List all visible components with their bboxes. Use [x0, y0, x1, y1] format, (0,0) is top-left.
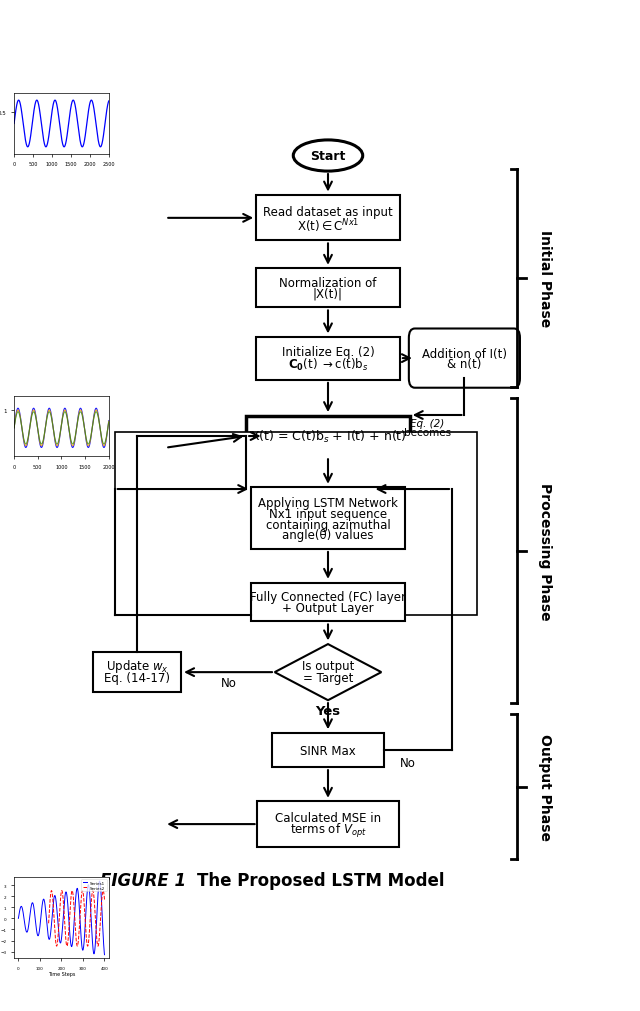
- Text: The Proposed LSTM Model: The Proposed LSTM Model: [196, 871, 444, 890]
- Bar: [256, 269, 400, 308]
- Text: X(t)$\in$C$^{Nx1}$: X(t)$\in$C$^{Nx1}$: [297, 216, 359, 235]
- Text: Calculated MSE in: Calculated MSE in: [275, 812, 381, 825]
- Text: SINR Max: SINR Max: [300, 744, 356, 757]
- Text: Normalization of: Normalization of: [279, 277, 377, 290]
- Text: becomes: becomes: [404, 428, 451, 438]
- Ellipse shape: [293, 141, 363, 172]
- Bar: [257, 802, 399, 847]
- Bar: [115, 433, 477, 616]
- X-axis label: Time Steps: Time Steps: [48, 972, 75, 977]
- Bar: [256, 196, 400, 242]
- Text: = Target: = Target: [303, 671, 353, 684]
- Text: + Output Layer: + Output Layer: [282, 602, 374, 615]
- Legend: Series1, Series2: Series1, Series2: [81, 880, 107, 891]
- Text: Addition of I(t): Addition of I(t): [422, 348, 507, 361]
- Text: & n(t): & n(t): [447, 358, 481, 371]
- Text: Eq. (2): Eq. (2): [410, 419, 444, 429]
- Text: Initialize Eq. (2): Initialize Eq. (2): [282, 346, 374, 359]
- Text: Processing Phase: Processing Phase: [538, 482, 552, 620]
- Bar: [272, 734, 384, 767]
- Text: angle(θ) values: angle(θ) values: [282, 529, 374, 542]
- Text: Start: Start: [310, 150, 346, 163]
- Text: Update $w_x$: Update $w_x$: [106, 658, 168, 674]
- Text: FIGURE 1: FIGURE 1: [100, 871, 186, 890]
- Bar: [251, 583, 405, 622]
- Bar: [93, 652, 181, 693]
- Text: Yes: Yes: [316, 704, 340, 717]
- Text: X(t) = C(t)b$_s$ + I(t) + n(t): X(t) = C(t)b$_s$ + I(t) + n(t): [250, 429, 406, 445]
- FancyBboxPatch shape: [409, 330, 520, 388]
- Text: Applying LSTM Network: Applying LSTM Network: [258, 496, 398, 510]
- Text: Initial Phase: Initial Phase: [538, 229, 552, 328]
- Bar: [256, 338, 400, 380]
- Text: No: No: [221, 676, 237, 690]
- Bar: [251, 487, 405, 549]
- Bar: [246, 417, 410, 457]
- Text: Nx1 input sequence: Nx1 input sequence: [269, 508, 387, 521]
- Text: |X(t)|: |X(t)|: [313, 288, 343, 300]
- Text: $\mathbf{C_0}$(t) $\rightarrow$c(t)b$_s$: $\mathbf{C_0}$(t) $\rightarrow$c(t)b$_s$: [287, 357, 369, 373]
- Text: Eq. (14-17): Eq. (14-17): [104, 671, 170, 684]
- Text: Read dataset as input: Read dataset as input: [263, 206, 393, 219]
- Text: terms of $V_{opt}$: terms of $V_{opt}$: [289, 822, 367, 839]
- Text: Output Phase: Output Phase: [538, 733, 552, 840]
- Text: No: No: [399, 756, 415, 769]
- Polygon shape: [275, 644, 381, 701]
- Text: containing azimuthal: containing azimuthal: [266, 518, 390, 531]
- Text: Is output: Is output: [302, 660, 354, 672]
- Text: Fully Connected (FC) layer: Fully Connected (FC) layer: [250, 590, 406, 604]
